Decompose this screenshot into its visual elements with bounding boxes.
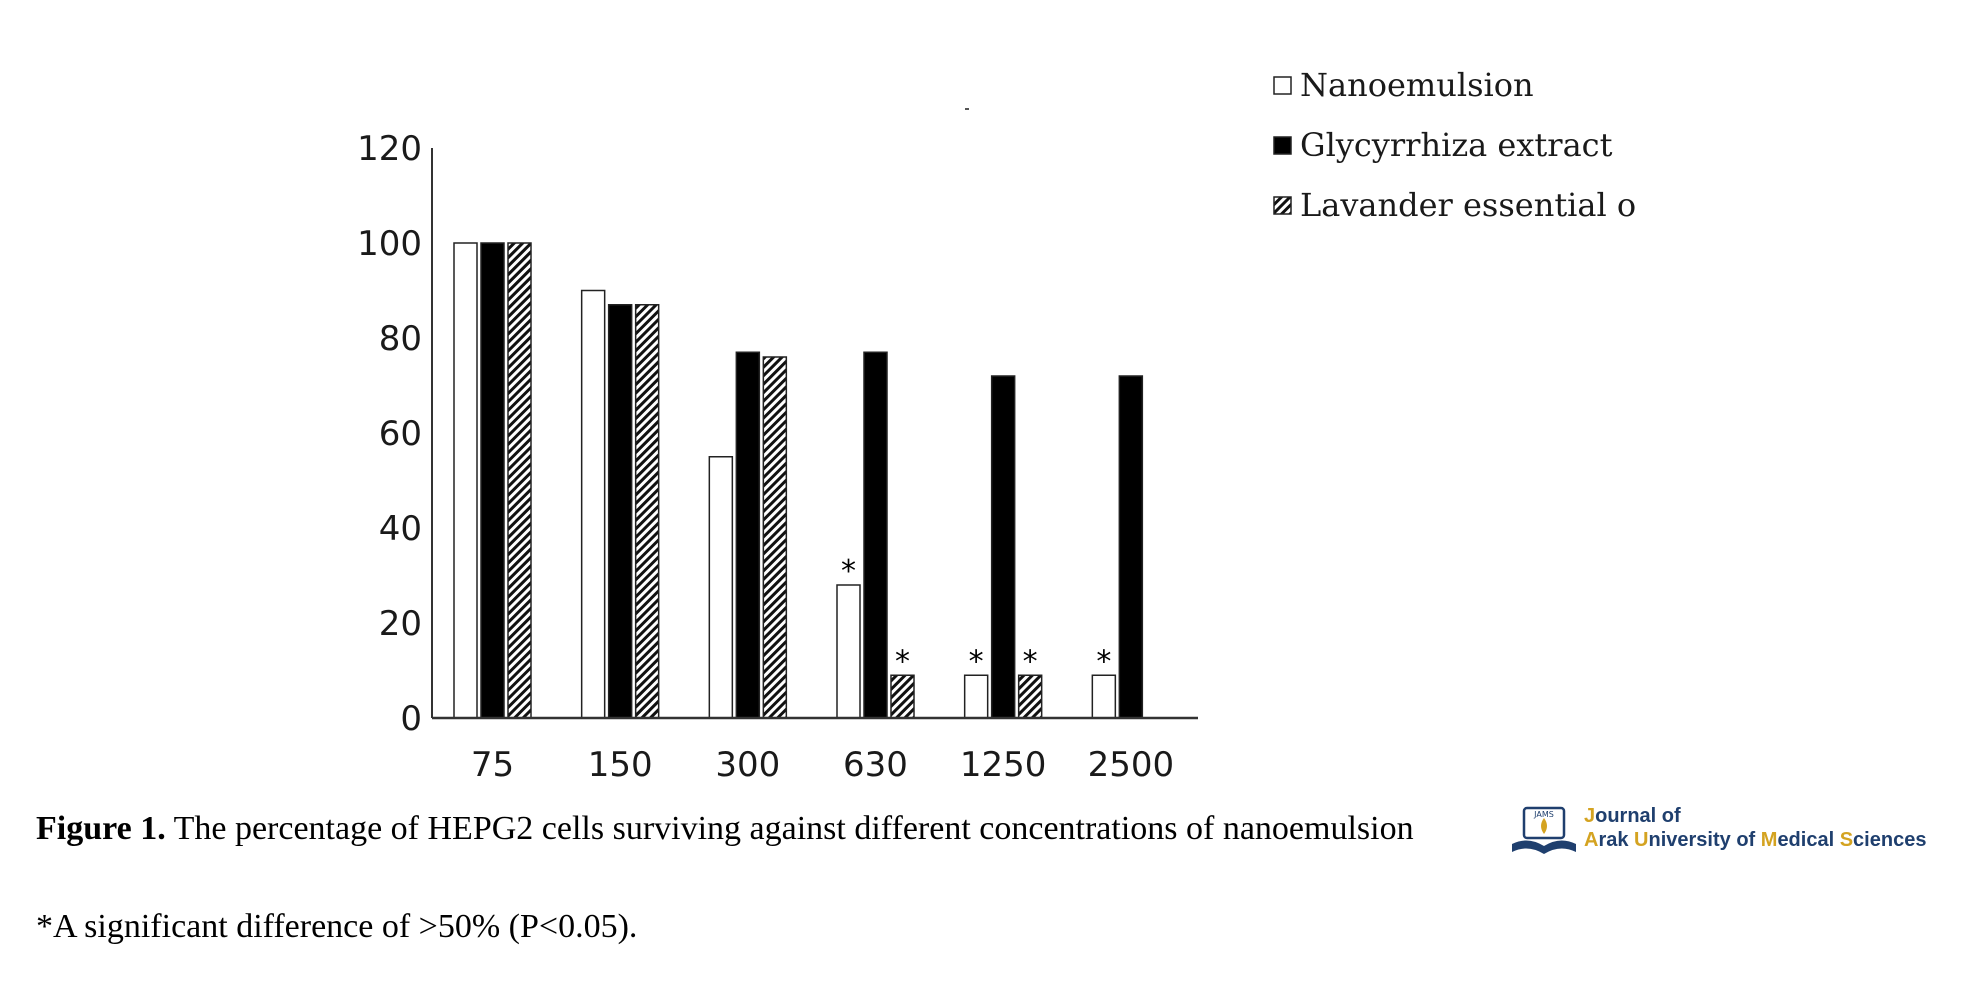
- bar-hatched: [1017, 674, 1043, 719]
- journal-name-part: niversity of: [1648, 829, 1761, 851]
- y-tick-label: 60: [379, 414, 422, 454]
- significance-star: *: [1023, 644, 1038, 679]
- journal-name-rest: ournal of: [1595, 805, 1681, 827]
- journal-name-line1: Journal of: [1584, 804, 1926, 828]
- significance-star: *: [895, 644, 910, 679]
- figure-caption: Figure 1. The percentage of HEPG2 cells …: [36, 810, 1414, 848]
- legend-label: Nanoemulsion: [1300, 66, 1534, 104]
- significance-star: *: [841, 554, 856, 589]
- legend-swatch: [1273, 196, 1292, 215]
- journal-name-part: S: [1839, 829, 1854, 851]
- journal-name-initial: J: [1584, 805, 1596, 827]
- bar-black: [735, 351, 761, 719]
- bar-white: [580, 289, 606, 719]
- svg-text:JAMS: JAMS: [1533, 810, 1554, 819]
- journal-name-part: rak: [1598, 829, 1635, 851]
- y-tick-label: 0: [400, 699, 422, 739]
- bar-black: [607, 304, 633, 719]
- journal-name: Journal of Arak University of Medical Sc…: [1584, 804, 1926, 852]
- bar-white: [708, 456, 734, 719]
- legend: Nanoemulsion Glycyrrhiza extract Lavander …: [1273, 66, 1636, 224]
- x-tick-label: 300: [715, 745, 780, 785]
- y-tick-label: 20: [379, 604, 422, 644]
- bar-hatched: [890, 674, 915, 719]
- journal-name-part: ciences: [1853, 829, 1927, 851]
- bar-black: [480, 242, 505, 719]
- journal-name-line2: Arak University of Medical Sciences: [1584, 828, 1926, 852]
- legend-swatch: [1273, 136, 1292, 155]
- x-axis-ticks: 75 150 300 630 1250 2500: [471, 745, 1174, 785]
- legend-label: Lavander essential o: [1300, 186, 1636, 224]
- x-tick-label: 75: [471, 745, 514, 785]
- journal-emblem-icon: JAMS: [1512, 806, 1576, 854]
- bar-hatched: [507, 242, 532, 719]
- significance-star: *: [969, 644, 984, 679]
- bar-black: [863, 351, 888, 719]
- y-tick-label: 120: [357, 129, 422, 169]
- legend-swatch: [1273, 76, 1292, 95]
- bar-white: [836, 584, 861, 719]
- bar-white: [963, 674, 989, 719]
- journal-name-part: M: [1760, 829, 1778, 851]
- y-tick-label: 100: [357, 224, 422, 264]
- significance-markers: * * * * *: [841, 554, 1111, 679]
- figure-caption-text: The percentage of HEPG2 cells surviving …: [165, 810, 1414, 847]
- bar-black: [1118, 375, 1144, 719]
- significance-star: *: [1096, 644, 1111, 679]
- legend-label: Glycyrrhiza extract: [1300, 126, 1613, 164]
- x-tick-label: 2500: [1088, 745, 1175, 785]
- figure-label: Figure 1.: [36, 810, 166, 847]
- significance-note: *A significant difference of >50% (P<0.0…: [36, 908, 638, 945]
- bar-hatched: [762, 356, 788, 719]
- bar-white: [453, 242, 478, 719]
- x-tick-label: 1250: [960, 745, 1047, 785]
- bars: [453, 242, 1144, 719]
- journal-name-part: U: [1634, 829, 1649, 851]
- bar-black: [990, 375, 1016, 719]
- journal-logo: JAMS Journal of Arak University of Medic…: [1508, 800, 1948, 864]
- y-axis-ticks: 0 20 40 60 80 100 120: [357, 129, 422, 739]
- y-tick-label: 80: [379, 319, 422, 359]
- bar-hatched: [634, 304, 660, 719]
- y-tick-label: 40: [379, 509, 422, 549]
- journal-name-part: edical: [1777, 829, 1840, 851]
- x-tick-label: 630: [843, 745, 908, 785]
- bar-white: [1091, 674, 1117, 719]
- x-tick-label: 150: [588, 745, 653, 785]
- journal-name-part: A: [1584, 829, 1599, 851]
